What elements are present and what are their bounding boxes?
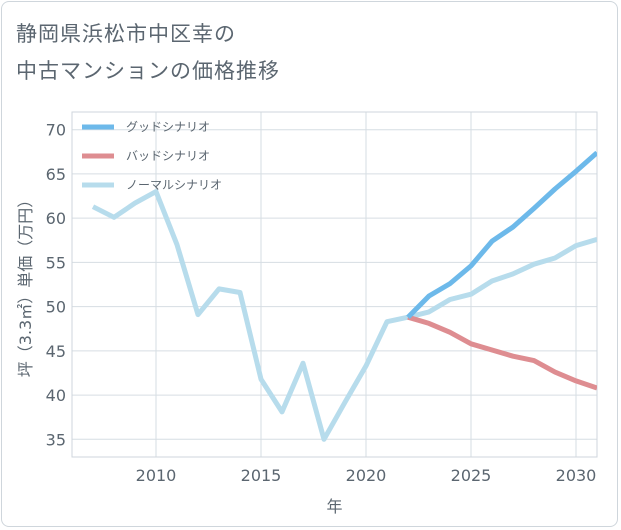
plot-area-frame <box>71 111 598 458</box>
series-line-bad <box>407 314 597 391</box>
y-axis-label: 坪（3.3㎡）単価（万円） <box>16 192 35 377</box>
series-layer <box>91 150 597 442</box>
x-tick-label: 2025 <box>451 466 492 485</box>
y-tick-label: 60 <box>46 209 66 228</box>
x-tick-label: 2020 <box>346 466 387 485</box>
y-tick-label: 35 <box>46 430 66 449</box>
series-line-good <box>406 150 597 319</box>
page-title-line2: 中古マンションの価格推移 <box>16 59 280 83</box>
grid <box>72 112 597 457</box>
x-tick-label: 2030 <box>556 466 597 485</box>
y-tick-label: 40 <box>46 386 66 405</box>
y-tick-label: 70 <box>46 121 66 140</box>
x-tick-label: 2015 <box>241 466 282 485</box>
y-tick-label: 45 <box>46 342 66 361</box>
y-tick-label: 55 <box>46 253 66 272</box>
page-title-line1: 静岡県浜松市中区幸の <box>16 22 236 46</box>
legend-label-good: グッドシナリオ <box>126 120 210 134</box>
x-axis-ticks: 2010 2015 2020 2025 2030 <box>136 466 597 485</box>
legend-label-bad: バッドシナリオ <box>126 149 210 163</box>
legend-label-normal: ノーマルシナリオ <box>126 178 222 192</box>
y-axis-ticks: 35 40 45 50 55 60 65 70 <box>46 121 66 450</box>
x-axis-label: 年 <box>326 497 342 516</box>
x-tick-label: 2010 <box>136 466 177 485</box>
series-line-normal <box>91 189 597 442</box>
y-tick-label: 50 <box>46 298 66 317</box>
y-tick-label: 65 <box>46 165 66 184</box>
